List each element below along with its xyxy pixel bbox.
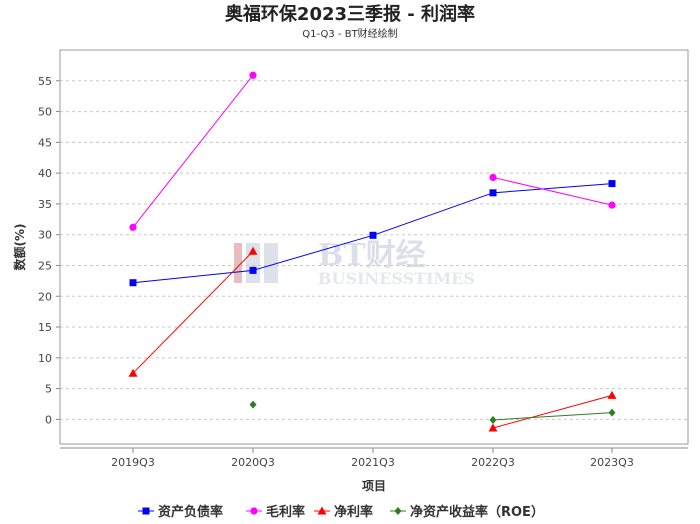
- x-axis: 2019Q3 2020Q3 2021Q3 2022Q3 2023Q3: [60, 447, 688, 469]
- data-point: [249, 266, 257, 274]
- y-tick-label: 25: [38, 259, 52, 272]
- series-3: [249, 400, 616, 424]
- x-tick-label: 2021Q3: [351, 456, 395, 469]
- series-line: [492, 412, 613, 421]
- chart-subtitle: Q1-Q3 - BT财经绘制: [302, 27, 397, 40]
- y-tick-label: 20: [38, 290, 52, 303]
- data-point: [129, 223, 137, 231]
- data-point: [129, 279, 137, 287]
- y-tick-label: 5: [45, 383, 52, 396]
- legend-label: 净利率: [334, 504, 373, 520]
- y-tick-label: 45: [38, 136, 52, 149]
- legend-item: 净资产收益率（ROE）: [390, 504, 544, 520]
- data-point: [369, 231, 377, 239]
- legend: 资产负债率 毛利率 净利率 净资产收益率（ROE）: [138, 504, 544, 520]
- watermark-text: BUSINESSTIMES: [318, 269, 475, 288]
- y-tick-label: 40: [38, 167, 52, 180]
- data-point: [488, 423, 498, 432]
- series-1: [129, 71, 616, 231]
- series-line: [132, 74, 254, 228]
- legend-label: 净资产收益率（ROE）: [410, 504, 544, 520]
- x-tick-label: 2023Q3: [590, 456, 634, 469]
- legend-marker: [317, 506, 327, 515]
- y-axis-label: 数额(%): [12, 224, 27, 271]
- legend-label: 资产负债率: [158, 504, 223, 520]
- watermark: BT财经 BUSINESSTIMES: [234, 238, 475, 288]
- data-point: [608, 408, 616, 417]
- x-tick-label: 2022Q3: [471, 456, 515, 469]
- data-point: [489, 189, 497, 197]
- legend-marker: [250, 507, 258, 515]
- series-line: [492, 394, 613, 429]
- x-axis-label: 项目: [362, 479, 386, 493]
- data-point: [249, 71, 257, 79]
- y-tick-label: 10: [38, 352, 52, 365]
- series-layer: [128, 71, 617, 432]
- watermark-logo: BT财经: [318, 238, 426, 273]
- y-tick-label: 55: [38, 75, 52, 88]
- grid: [60, 80, 688, 420]
- series-2: [128, 246, 617, 432]
- y-tick-label: 0: [45, 413, 52, 426]
- y-tick-label: 15: [38, 321, 52, 334]
- data-point: [248, 246, 258, 255]
- legend-item: 净利率: [314, 504, 373, 520]
- data-point: [128, 368, 138, 377]
- legend-marker: [142, 507, 150, 515]
- x-tick-label: 2020Q3: [231, 456, 275, 469]
- legend-item: 资产负债率: [138, 504, 223, 520]
- legend-marker: [394, 507, 402, 515]
- legend-label: 毛利率: [266, 504, 305, 520]
- data-point: [489, 415, 497, 424]
- y-axis: 0 5 10 15 20 25 30 35 40 45 50 55: [38, 75, 60, 426]
- plot-area: [59, 49, 689, 445]
- series-line: [132, 250, 254, 374]
- legend-item: 毛利率: [246, 504, 305, 520]
- x-tick-label: 2019Q3: [111, 456, 155, 469]
- series-0: [129, 180, 616, 287]
- data-point: [489, 173, 497, 182]
- data-point: [607, 390, 617, 399]
- data-point: [249, 400, 257, 409]
- data-point: [608, 180, 616, 188]
- y-tick-label: 50: [38, 106, 52, 119]
- chart-title: 奥福环保2023三季报 - 利润率: [225, 3, 475, 25]
- y-tick-label: 35: [38, 198, 52, 211]
- data-point: [608, 201, 616, 209]
- y-tick-label: 30: [38, 229, 52, 242]
- series-line: [492, 176, 613, 206]
